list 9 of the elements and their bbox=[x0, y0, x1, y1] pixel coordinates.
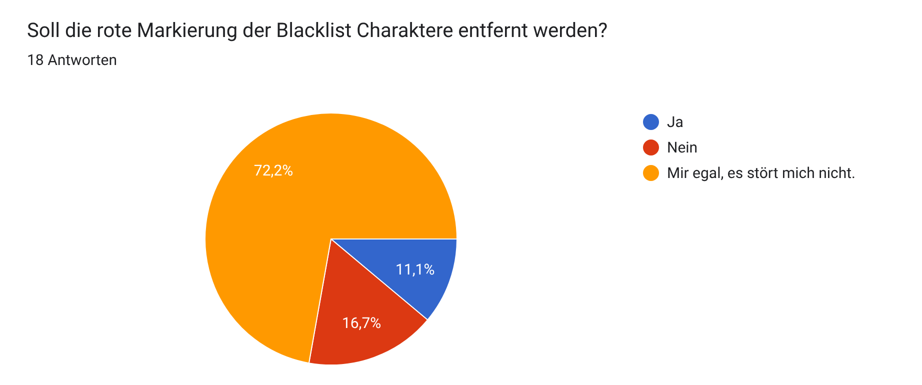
legend-label: Ja bbox=[667, 113, 684, 131]
data-label: 16,7% bbox=[342, 314, 382, 332]
data-label: 72,2% bbox=[254, 161, 294, 180]
legend-label: Nein bbox=[667, 138, 698, 156]
data-label: 11,1% bbox=[395, 260, 435, 279]
text: 18 Antworten bbox=[27, 51, 117, 69]
chart-title: Soll die rote Markierung der Blacklist Charaktere entfernt werden? bbox=[27, 18, 608, 42]
legend-label: Mir egal, es stört mich nicht. bbox=[667, 164, 856, 182]
pie-slice bbox=[204, 112, 458, 364]
